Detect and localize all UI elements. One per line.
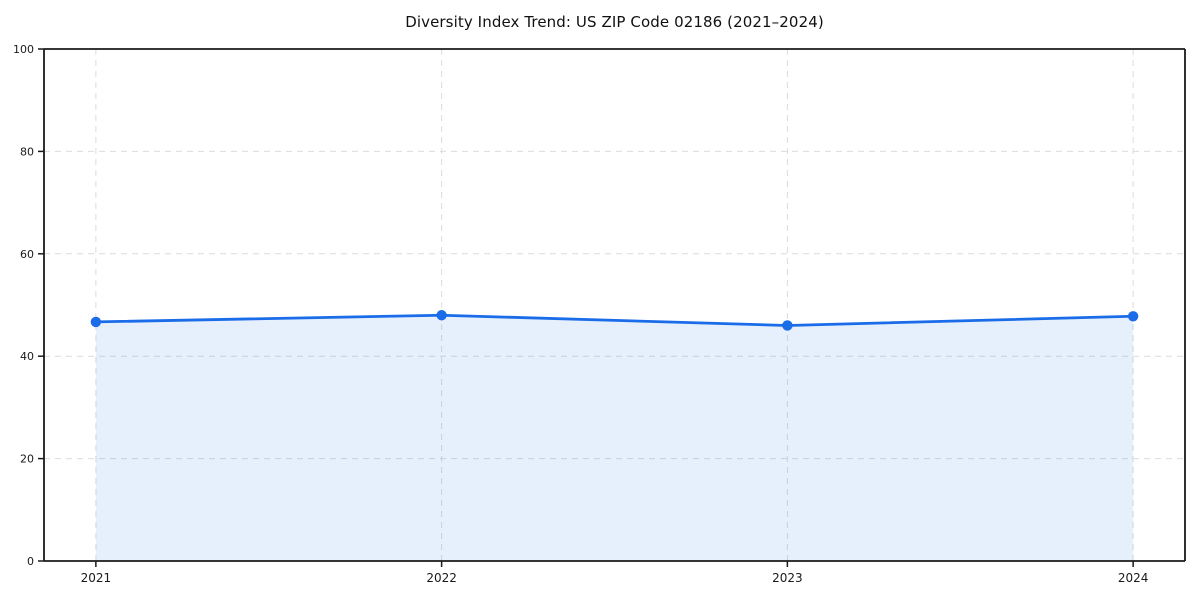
x-tick-label: 2022 xyxy=(426,571,457,585)
area-fill xyxy=(95,315,1134,561)
x-tick-label: 2023 xyxy=(772,571,803,585)
data-point-2024 xyxy=(1127,311,1139,322)
chart-title: Diversity Index Trend: US ZIP Code 02186… xyxy=(405,13,824,31)
data-point-2021 xyxy=(90,316,102,328)
x-tick-label: 2021 xyxy=(81,571,112,585)
x-tick-label: 2024 xyxy=(1118,571,1149,585)
y-tick-label: 20 xyxy=(20,453,34,466)
y-tick-label: 60 xyxy=(20,248,34,261)
y-tick-label: 100 xyxy=(13,43,34,56)
data-point-2022 xyxy=(436,310,447,321)
y-tick-label: 80 xyxy=(20,145,34,158)
trend-line xyxy=(94,313,1135,327)
data-point-2023 xyxy=(782,320,793,331)
y-tick-label: 0 xyxy=(27,555,34,568)
y-tick-label: 40 xyxy=(20,350,34,363)
